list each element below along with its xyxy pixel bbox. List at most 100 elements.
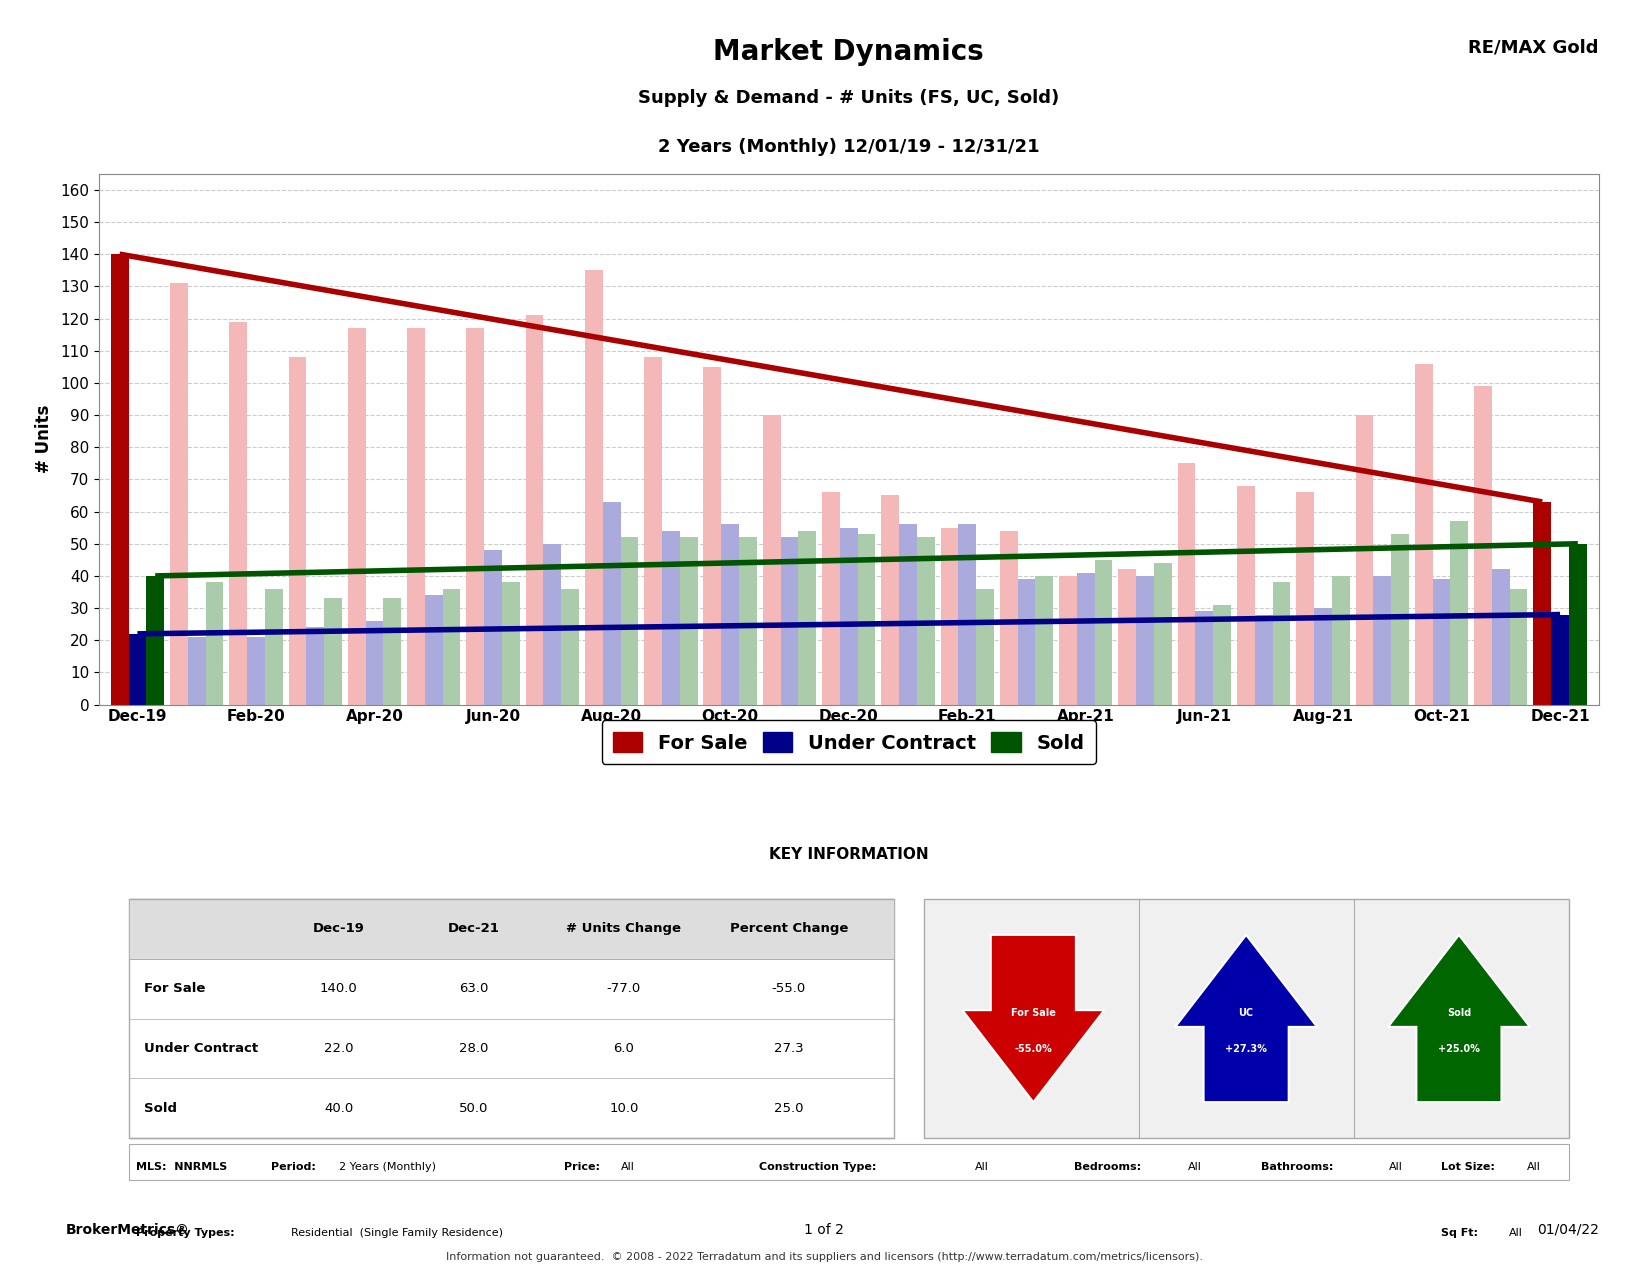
Text: 22.0: 22.0 <box>325 1042 354 1054</box>
Bar <box>206 583 224 705</box>
Text: All: All <box>974 1162 989 1172</box>
Bar <box>644 357 662 705</box>
Bar <box>407 328 425 705</box>
Bar <box>1094 560 1112 705</box>
Bar <box>1569 543 1587 705</box>
Text: All: All <box>1526 1162 1541 1172</box>
Bar <box>129 899 893 959</box>
Text: RE/MAX Gold: RE/MAX Gold <box>1468 38 1599 56</box>
Bar <box>1254 615 1272 705</box>
Text: 140.0: 140.0 <box>320 982 358 996</box>
Text: 25.0: 25.0 <box>775 1102 804 1114</box>
Text: Price:: Price: <box>564 1162 600 1172</box>
Bar <box>882 496 900 705</box>
Bar <box>1533 502 1551 705</box>
Bar <box>1000 530 1018 705</box>
Text: Bathrooms:: Bathrooms: <box>1261 1162 1333 1172</box>
Bar <box>822 492 840 705</box>
Bar <box>1178 463 1195 705</box>
Y-axis label: # Units: # Units <box>35 405 53 473</box>
Bar <box>247 638 265 705</box>
Bar <box>129 634 147 705</box>
Bar <box>679 537 697 705</box>
Text: Under Contract: Under Contract <box>143 1042 259 1054</box>
Text: 50.0: 50.0 <box>460 1102 488 1114</box>
Text: BrokerMetrics®: BrokerMetrics® <box>66 1223 190 1237</box>
Text: Dec-19: Dec-19 <box>313 922 364 936</box>
Bar <box>562 589 578 705</box>
Text: Property Types:: Property Types: <box>137 1228 236 1238</box>
Text: -77.0: -77.0 <box>606 982 641 996</box>
Text: Period:: Period: <box>272 1162 316 1172</box>
Text: 40.0: 40.0 <box>325 1102 353 1114</box>
Bar <box>188 638 206 705</box>
Bar <box>976 589 994 705</box>
FancyBboxPatch shape <box>129 899 893 1139</box>
Bar <box>722 524 738 705</box>
Bar <box>781 537 798 705</box>
Bar <box>110 254 129 705</box>
Bar <box>704 367 722 705</box>
Polygon shape <box>1388 935 1529 1102</box>
Bar <box>1060 576 1076 705</box>
Text: All: All <box>1508 1228 1523 1238</box>
Text: Information not guaranteed.  © 2008 - 2022 Terradatum and its suppliers and lice: Information not guaranteed. © 2008 - 202… <box>445 1252 1203 1262</box>
Text: KEY INFORMATION: KEY INFORMATION <box>770 847 928 862</box>
Bar <box>1313 608 1332 705</box>
Bar <box>923 899 1569 1139</box>
Bar <box>916 537 934 705</box>
Text: UC: UC <box>1239 1007 1254 1017</box>
Text: Sold: Sold <box>143 1102 176 1114</box>
Bar <box>941 528 959 705</box>
Text: Sq Ft:: Sq Ft: <box>1440 1228 1478 1238</box>
Bar <box>170 283 188 705</box>
Text: Bedrooms:: Bedrooms: <box>1074 1162 1140 1172</box>
Bar <box>1432 579 1450 705</box>
Bar <box>443 589 460 705</box>
Text: Dec-21: Dec-21 <box>448 922 499 936</box>
Bar <box>798 530 816 705</box>
Text: Percent Change: Percent Change <box>730 922 849 936</box>
Bar <box>585 270 603 705</box>
Text: Construction Type:: Construction Type: <box>758 1162 877 1172</box>
Bar <box>229 321 247 705</box>
Bar <box>485 551 503 705</box>
Bar <box>366 621 384 705</box>
Bar <box>1272 583 1290 705</box>
Bar <box>738 537 756 705</box>
Bar <box>1119 570 1135 705</box>
Bar <box>1473 386 1491 705</box>
Bar <box>288 357 307 705</box>
Bar <box>1018 579 1035 705</box>
Legend: For Sale, Under Contract, Sold: For Sale, Under Contract, Sold <box>602 720 1096 764</box>
Bar <box>503 583 519 705</box>
Bar <box>1213 604 1231 705</box>
Bar <box>621 537 638 705</box>
Bar <box>1154 564 1172 705</box>
Text: For Sale: For Sale <box>143 982 206 996</box>
Bar <box>1297 492 1313 705</box>
Bar <box>425 595 443 705</box>
Bar <box>348 328 366 705</box>
Text: -55.0%: -55.0% <box>1015 1044 1051 1054</box>
Bar <box>1195 611 1213 705</box>
Bar <box>1373 576 1391 705</box>
Bar <box>265 589 283 705</box>
Bar <box>1510 589 1528 705</box>
Text: +27.3%: +27.3% <box>1224 1044 1267 1054</box>
Text: 6.0: 6.0 <box>613 1042 634 1054</box>
Text: All: All <box>1188 1162 1201 1172</box>
Bar <box>325 598 341 705</box>
Bar <box>840 528 857 705</box>
Text: Supply & Demand - # Units (FS, UC, Sold): Supply & Demand - # Units (FS, UC, Sold) <box>638 89 1060 107</box>
Bar <box>1332 576 1350 705</box>
Text: 2 Years (Monthly) 12/01/19 - 12/31/21: 2 Years (Monthly) 12/01/19 - 12/31/21 <box>658 138 1040 156</box>
Text: 1 of 2: 1 of 2 <box>804 1223 844 1237</box>
Polygon shape <box>1175 935 1317 1102</box>
Bar <box>307 627 325 705</box>
Text: All: All <box>1389 1162 1402 1172</box>
Text: Market Dynamics: Market Dynamics <box>714 38 984 66</box>
Bar <box>1035 576 1053 705</box>
Text: 28.0: 28.0 <box>460 1042 488 1054</box>
Text: Lot Size:: Lot Size: <box>1440 1162 1495 1172</box>
